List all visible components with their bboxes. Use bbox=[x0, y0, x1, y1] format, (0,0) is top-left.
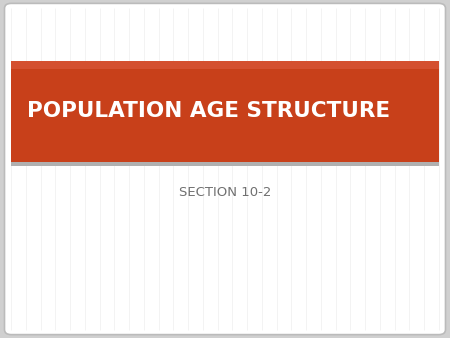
FancyBboxPatch shape bbox=[4, 3, 446, 335]
Bar bbox=[11, 61, 439, 69]
Text: POPULATION AGE STRUCTURE: POPULATION AGE STRUCTURE bbox=[27, 101, 390, 121]
Bar bbox=[11, 61, 439, 162]
Bar bbox=[11, 162, 439, 166]
Text: SECTION 10-2: SECTION 10-2 bbox=[179, 186, 271, 199]
